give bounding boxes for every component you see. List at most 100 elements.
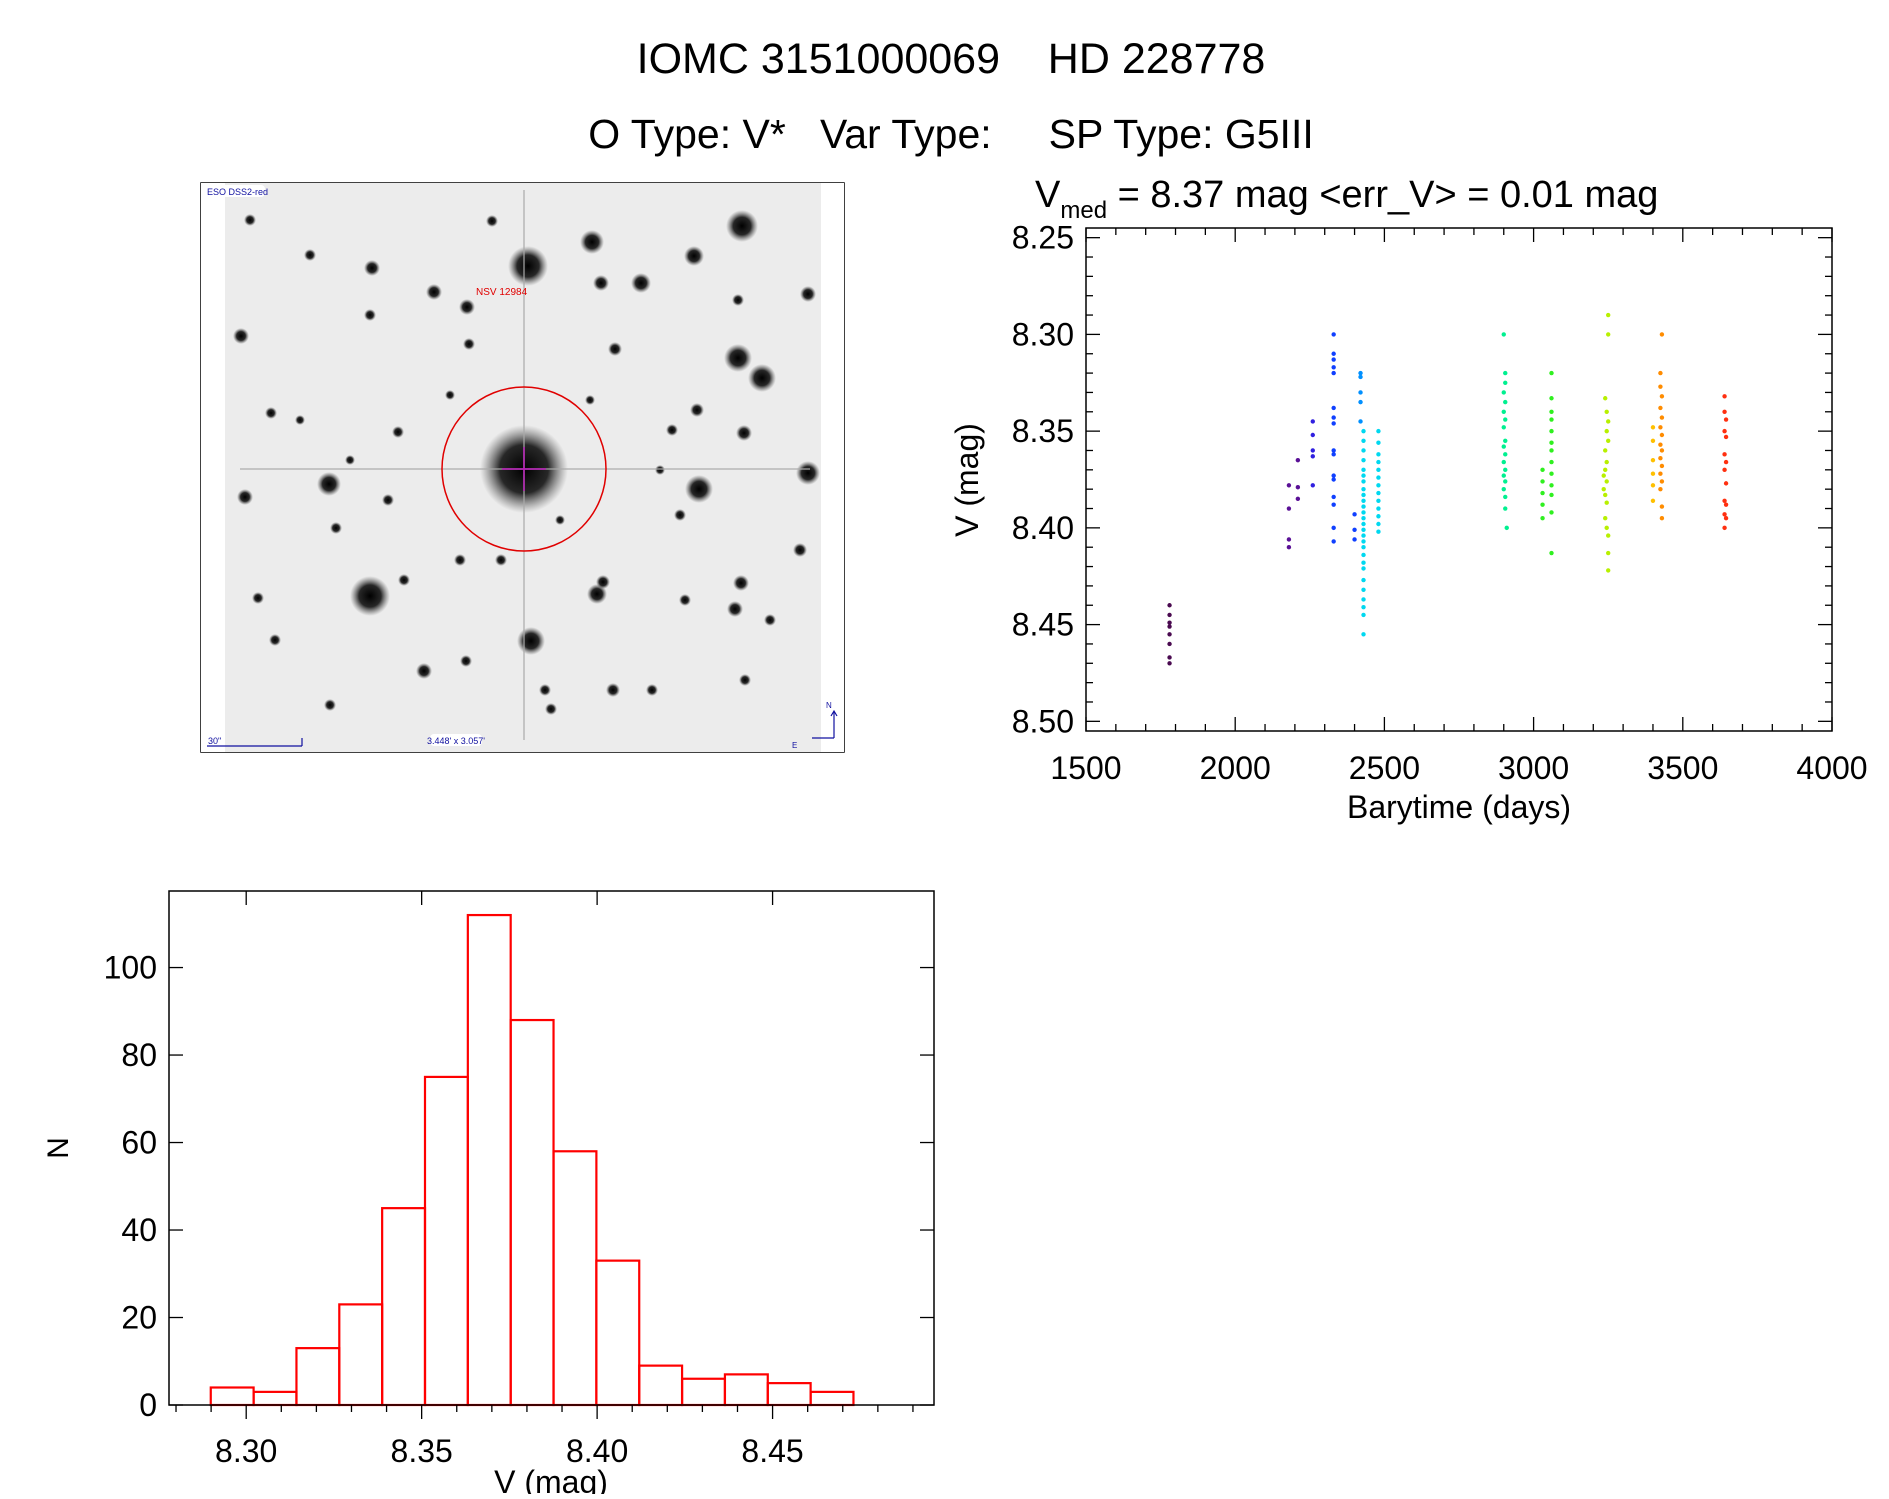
data-point [1604,428,1609,434]
data-point [1331,452,1336,457]
star [606,683,620,697]
y-axis-label: N [42,1137,75,1159]
data-point [1503,494,1508,500]
star [580,230,604,254]
star [459,299,475,315]
data-point [1376,514,1381,519]
data-point [1310,448,1315,453]
histogram-bar [209,1386,255,1407]
data-point [1549,483,1554,488]
x-tick-label: 1500 [1050,750,1121,786]
star [732,294,744,306]
star [233,328,249,344]
light-curve-chart: Vmed = 8.37 mag <err_V> = 0.01 mag 1500 2… [949,174,1868,825]
data-point [1167,620,1172,625]
data-point [1286,483,1292,488]
data-point [1723,417,1729,422]
title-subscript: med [1060,197,1107,224]
data-point [1549,492,1554,498]
data-point [1331,502,1336,507]
data-point [1606,312,1611,318]
star [364,309,376,321]
data-point [1361,492,1366,498]
data-point [1331,494,1336,500]
star [690,403,704,417]
y-tick-label: 100 [104,950,157,986]
data-point [1167,612,1172,618]
data-point [1361,521,1366,527]
data-point [1723,502,1729,507]
data-point [1358,390,1363,395]
star [398,574,410,586]
data-point [1503,399,1508,405]
finder-image: ESO DSS2-red NSV 12984 30" 3.448' x 3.05… [200,182,845,753]
data-point [1358,419,1363,424]
data-point [1167,603,1172,608]
data-point [1606,419,1611,424]
data-point [1286,545,1292,550]
data-point [1549,440,1554,445]
star [739,674,751,686]
data-point [1361,527,1366,532]
data-point [1606,550,1611,556]
data-point [1376,459,1381,465]
data-point [1331,448,1336,453]
data-point [1376,498,1381,503]
data-point [1361,486,1366,492]
data-point [1722,394,1727,399]
data-point [1331,365,1336,370]
data-point [1549,417,1554,422]
star [684,246,704,266]
data-point [1361,510,1366,515]
data-point [1540,502,1545,507]
data-point [1659,448,1665,453]
histogram-bar [595,1259,641,1407]
data-point [1603,515,1608,521]
data-point [1601,486,1606,492]
histogram-bar [766,1382,812,1407]
data-point [1503,452,1508,457]
data-point [1603,448,1608,453]
x-tick-label: 8.30 [215,1433,277,1469]
plot-frame [168,890,935,1406]
y-tick-label: 8.45 [1012,607,1074,643]
data-point [1503,506,1508,511]
field-size-label: 3.448' x 3.057' [427,736,485,746]
star [382,494,394,506]
star [486,215,498,227]
data-point [1361,428,1366,434]
data-point [1361,597,1366,602]
data-point [1310,432,1315,438]
data-point [1606,438,1611,444]
data-point [1376,483,1381,488]
x-tick-label: 4000 [1796,750,1867,786]
data-point [1549,510,1554,515]
x-tick-label: 8.45 [741,1433,803,1469]
star [244,214,256,226]
data-point [1658,486,1663,492]
data-point [1331,473,1336,478]
histogram-bar [423,1075,469,1407]
data-point [1331,351,1336,356]
star [727,601,743,617]
data-point [1549,459,1554,465]
data-point [1604,459,1609,465]
star [345,455,355,465]
star [237,489,253,505]
x-tick-label: 8.35 [391,1433,453,1469]
histogram-chart: 8.30 8.35 8.40 8.45 0 20 40 60 80 100 V (mag) N [42,890,935,1499]
data-point [1352,537,1357,542]
data-point [1361,457,1366,463]
data-point [1658,370,1663,376]
data-point [1722,512,1727,517]
histogram-bar [338,1303,384,1407]
star [800,286,816,302]
data-point [1658,471,1663,476]
data-point [1361,587,1366,592]
data-point [1358,370,1363,376]
data-point [1376,490,1381,496]
data-point [1659,432,1665,438]
histogram-bar [295,1347,341,1407]
data-point [1331,370,1336,376]
y-tick-label: 8.40 [1012,510,1074,546]
